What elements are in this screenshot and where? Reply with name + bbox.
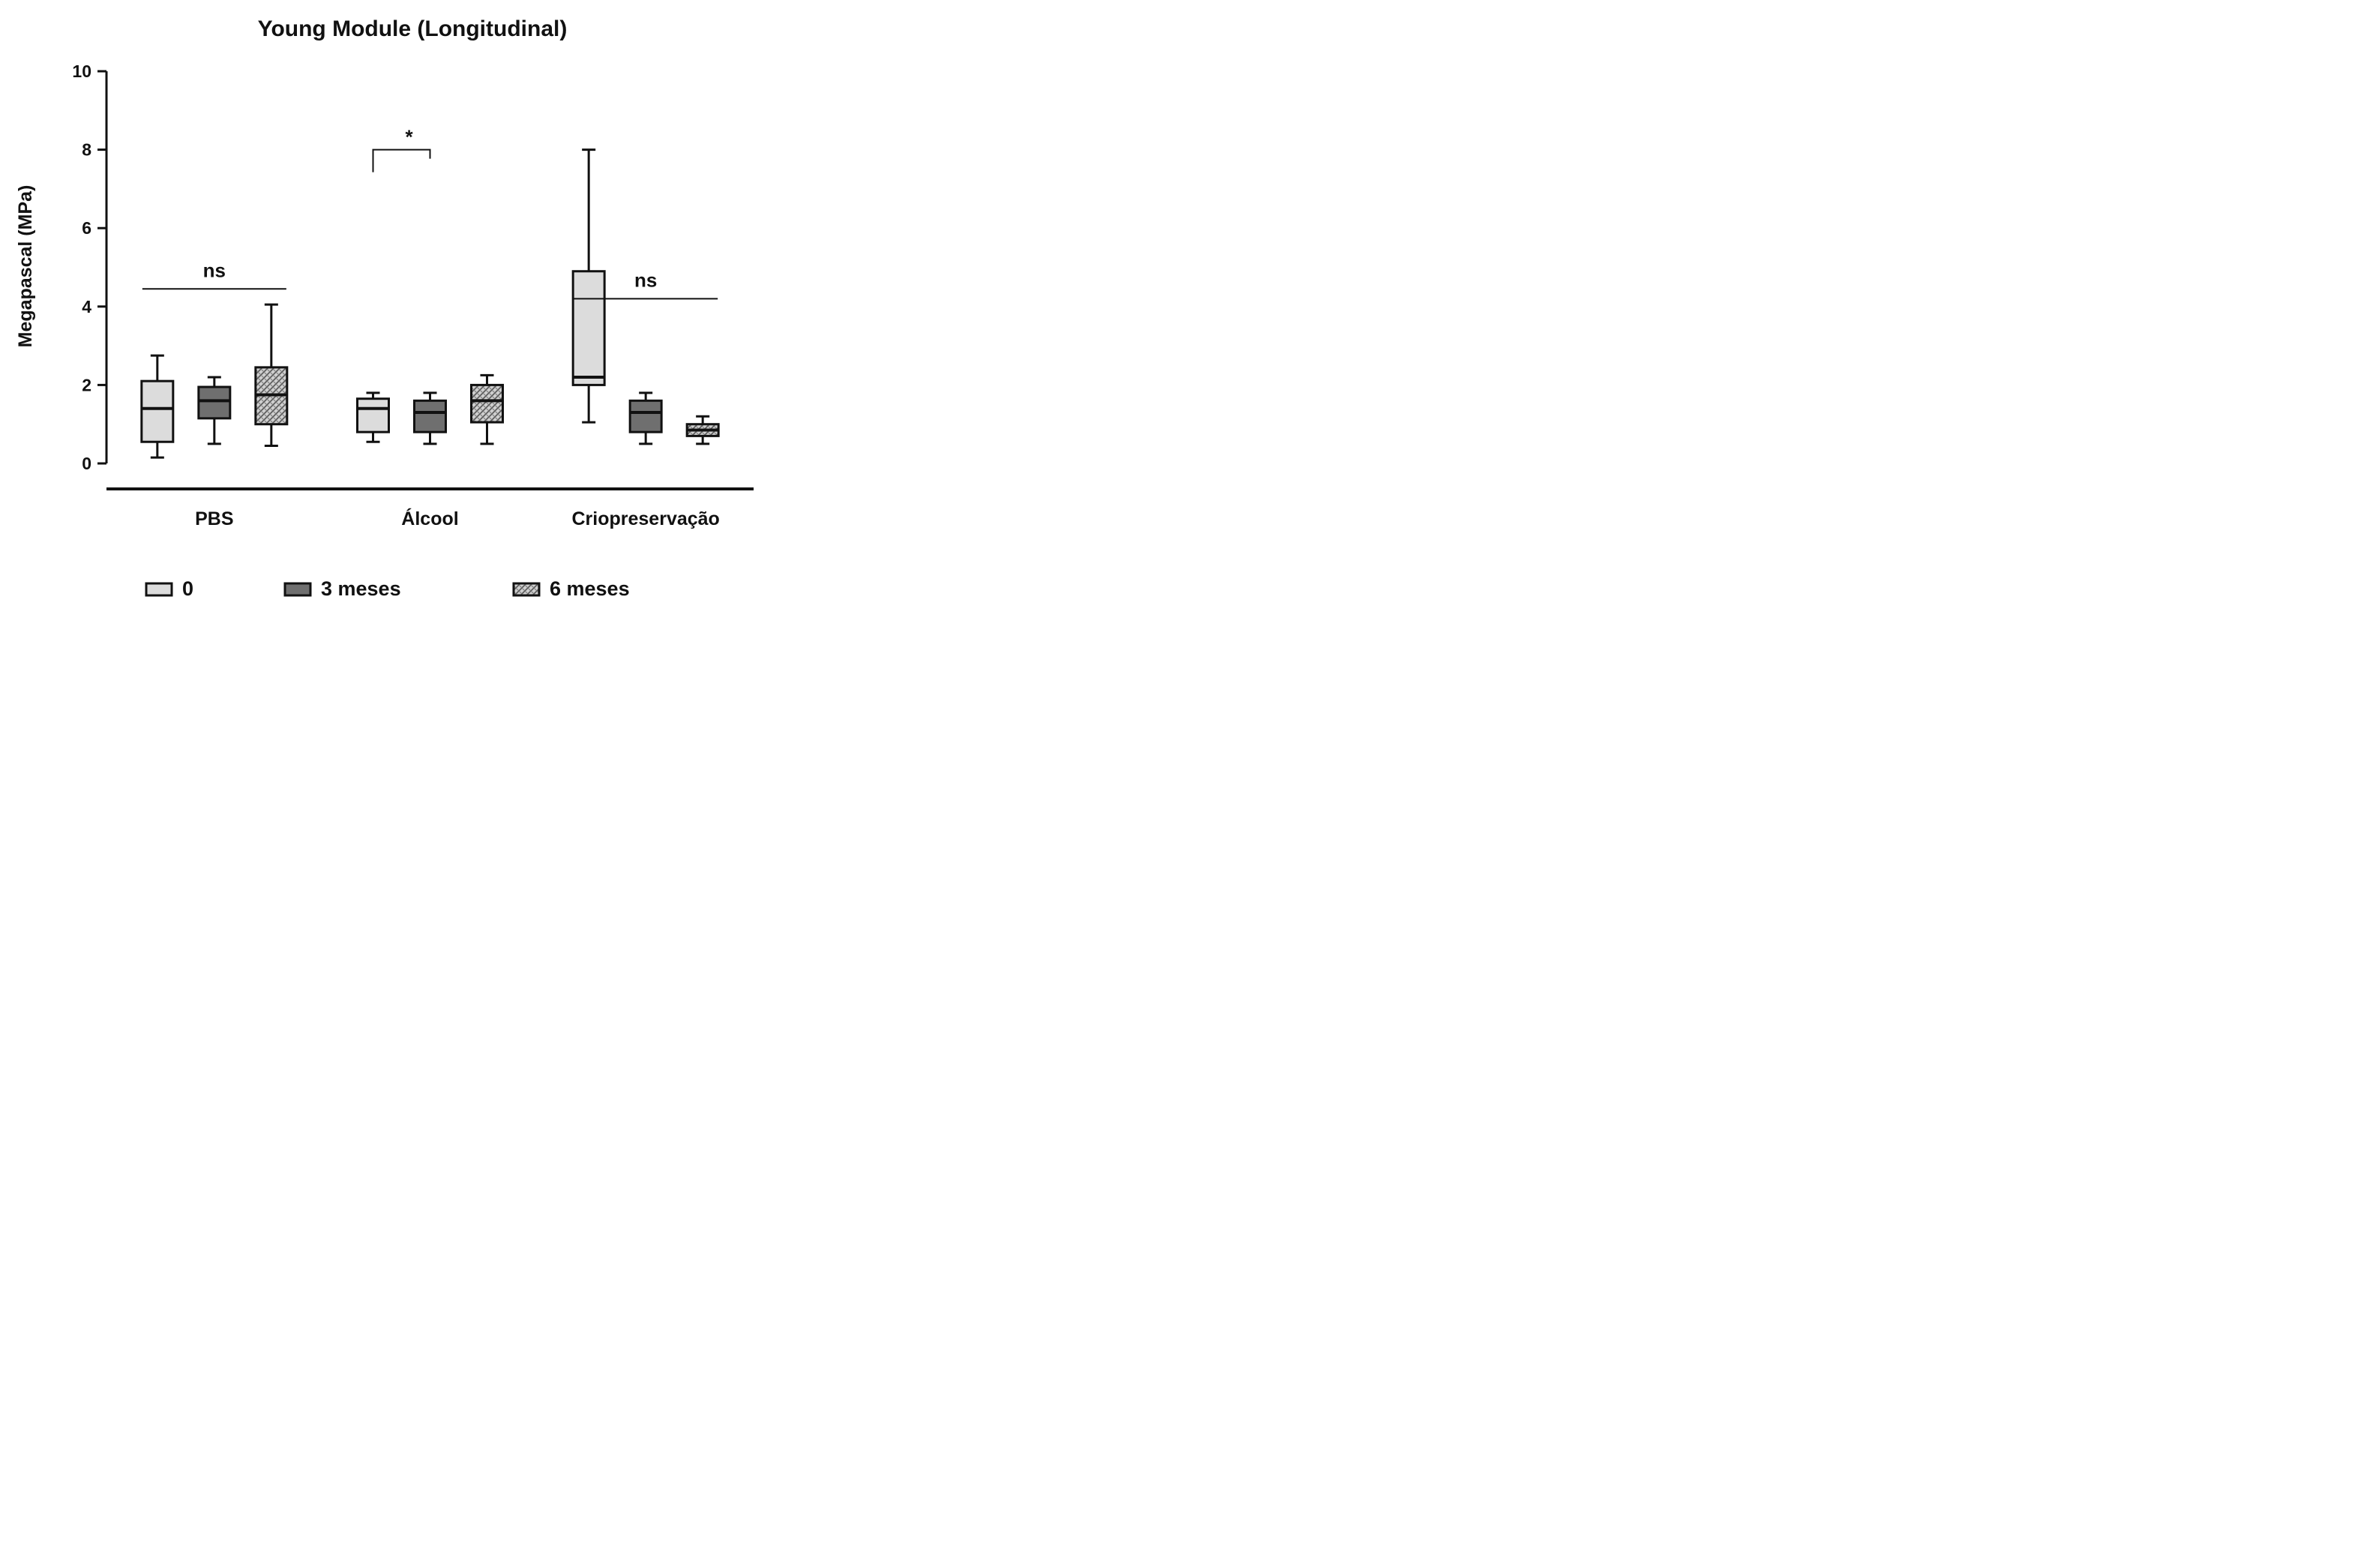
y-tick-label: 2 [82,375,91,394]
legend-label: 0 [182,577,193,600]
box [197,385,232,420]
legend-swatch [512,582,541,597]
box [140,379,175,443]
y-tick-label: 10 [72,61,91,81]
box [470,383,504,424]
legend-swatch [283,582,312,597]
y-axis-label: Megapascal (MPa) [15,185,36,348]
significance-label: ns [203,259,226,281]
y-tick-label: 8 [82,140,91,160]
significance-bracket [372,148,431,172]
box [628,399,663,433]
box [571,270,606,386]
category-label: Álcool [401,508,458,529]
y-tick-label: 4 [82,297,91,316]
significance-label: * [405,126,413,148]
significance-label: ns [634,268,657,291]
legend-label: 3 meses [321,577,401,600]
y-tick-label: 0 [82,454,91,473]
chart-panel: Young Module (Longitudinal) Megapascal (M… [15,16,754,600]
chart-title: Young Module (Longitudinal) [258,16,568,41]
y-tick-label: 6 [82,218,91,238]
legend-swatch [145,582,173,597]
panels: Young Module (Longitudinal) Megapascal (M… [15,16,754,600]
legend-label: 6 meses [550,577,630,600]
category-label: Criopreservação [572,508,720,529]
box [356,397,390,433]
box [413,399,447,433]
category-label: PBS [195,508,233,529]
